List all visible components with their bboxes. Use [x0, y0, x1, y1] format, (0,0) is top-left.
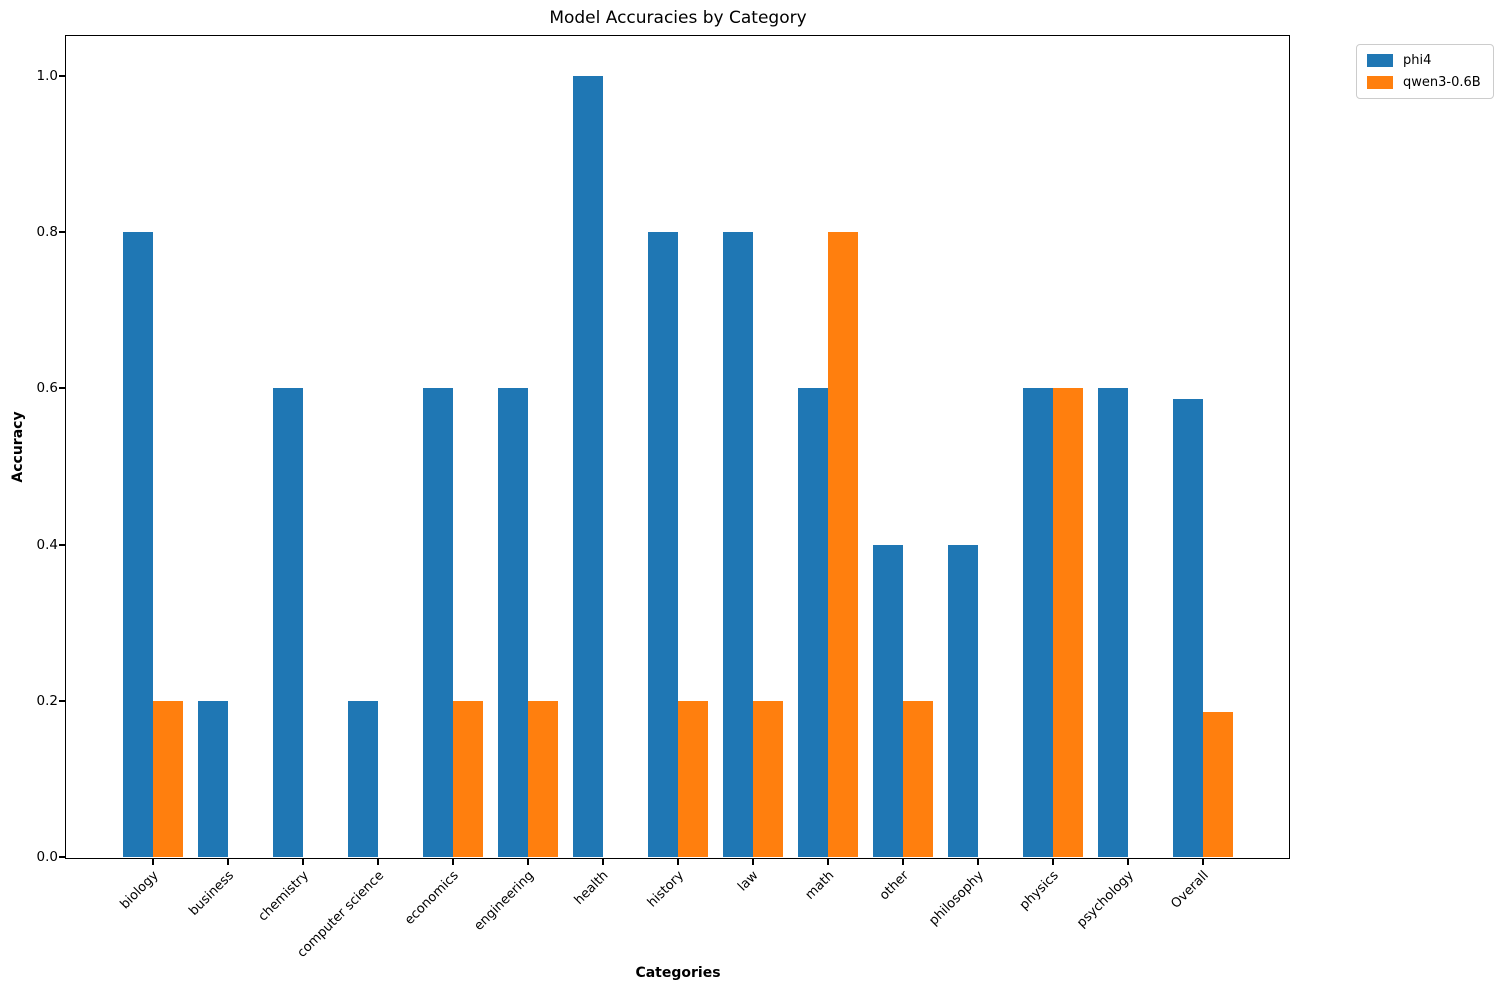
x-tick-label-overall: Overall — [1168, 868, 1212, 912]
y-tick-mark — [59, 856, 66, 858]
y-tick-mark — [59, 543, 66, 546]
y-tick-label: 0.2 — [36, 692, 58, 709]
x-tick-mark — [751, 858, 754, 865]
x-tick-mark — [676, 858, 679, 865]
legend-swatch-phi4 — [1367, 54, 1393, 67]
y-tick-label: 0.8 — [36, 224, 58, 241]
x-tick-label-business: business — [186, 868, 237, 919]
x-tick-label-chemistry: chemistry — [255, 868, 312, 925]
x-tick-mark — [826, 858, 829, 865]
bar-qwen3-0.6b-overall — [1202, 711, 1233, 857]
x-tick-mark — [151, 858, 154, 865]
bar-qwen3-0.6b-physics — [1052, 388, 1083, 857]
bar-phi4-math — [797, 388, 828, 857]
bar-phi4-computer-science — [347, 700, 378, 857]
x-tick-mark — [1201, 858, 1204, 865]
chart-title: Model Accuracies by Category — [549, 8, 807, 28]
bar-phi4-other — [872, 544, 903, 857]
y-tick-mark — [59, 387, 66, 390]
bar-phi4-psychology — [1097, 388, 1128, 857]
x-tick-mark — [376, 858, 379, 865]
bar-qwen3-0.6b-economics — [452, 700, 483, 857]
y-tick-mark — [59, 699, 66, 702]
x-tick-mark — [226, 858, 229, 865]
y-tick-mark — [59, 231, 66, 234]
x-tick-mark — [601, 858, 604, 865]
x-tick-label-engineering: engineering — [471, 868, 537, 934]
y-tick-label: 0.6 — [36, 380, 58, 397]
x-tick-mark — [526, 858, 529, 865]
x-tick-label-health: health — [572, 868, 612, 908]
x-tick-label-other: other — [876, 868, 912, 904]
bar-phi4-business — [197, 700, 228, 857]
legend-label-qwen3-0.6b: qwen3-0.6B — [1403, 75, 1481, 90]
bar-phi4-law — [722, 232, 753, 857]
legend: phi4 qwen3-0.6B — [1356, 44, 1494, 99]
x-tick-label-physics: physics — [1016, 868, 1062, 914]
legend-swatch-qwen3-0.6b — [1367, 76, 1393, 89]
bar-phi4-physics — [1022, 388, 1053, 857]
bar-qwen3-0.6b-biology — [152, 700, 183, 857]
legend-item: phi4 — [1367, 53, 1481, 68]
bar-qwen3-0.6b-other — [902, 700, 933, 857]
x-tick-mark — [901, 858, 904, 865]
y-tick-label: 0.4 — [36, 536, 58, 553]
bar-phi4-economics — [422, 388, 453, 857]
x-tick-label-philosophy: philosophy — [926, 868, 987, 929]
x-tick-label-economics: economics — [402, 868, 462, 928]
x-tick-mark — [451, 858, 454, 865]
legend-label-phi4: phi4 — [1403, 53, 1432, 68]
x-tick-mark — [1051, 858, 1054, 865]
legend-item: qwen3-0.6B — [1367, 75, 1481, 90]
bar-phi4-health — [572, 76, 603, 857]
x-tick-label-law: law — [735, 868, 762, 895]
bar-qwen3-0.6b-history — [677, 700, 708, 857]
bar-qwen3-0.6b-math — [827, 232, 858, 857]
bar-phi4-overall — [1172, 399, 1203, 857]
bar-qwen3-0.6b-law — [752, 700, 783, 857]
y-tick-mark — [59, 75, 66, 77]
bar-phi4-biology — [122, 232, 153, 857]
x-tick-label-psychology: psychology — [1074, 868, 1137, 931]
y-tick-label: 0.0 — [36, 849, 58, 865]
x-tick-mark — [976, 858, 979, 865]
x-tick-label-math: math — [802, 868, 837, 903]
y-axis-label: Accuracy — [10, 411, 26, 483]
bar-phi4-philosophy — [947, 544, 978, 857]
bar-phi4-chemistry — [272, 388, 303, 857]
x-axis-label: Categories — [635, 965, 721, 981]
x-tick-mark — [301, 858, 304, 865]
x-tick-label-history: history — [644, 868, 687, 911]
y-tick-label: 1.0 — [36, 68, 58, 84]
bar-phi4-engineering — [497, 388, 528, 857]
bar-phi4-history — [647, 232, 678, 857]
x-tick-label-biology: biology — [117, 868, 162, 913]
x-tick-mark — [1126, 858, 1129, 865]
bar-qwen3-0.6b-engineering — [527, 700, 558, 857]
